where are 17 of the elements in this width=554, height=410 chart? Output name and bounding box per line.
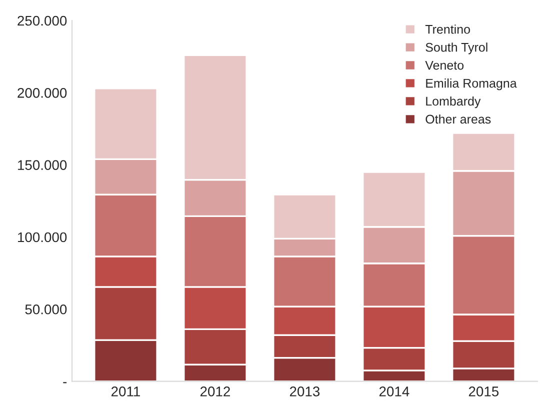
legend-label: Lombardy [426,96,481,108]
x-tick-label: 2012 [200,386,230,396]
y-tick-label: 250.000 [18,16,67,26]
x-tick-label: 2011 [111,386,140,396]
legend-label: Emilia Romagna [426,78,517,90]
y-tick-label: 200.000 [18,88,67,98]
legend-label: Trentino [425,24,470,34]
y-tick-label: 100.000 [18,232,67,242]
legend-label: Other areas [426,114,491,124]
legend-label: Veneto [425,60,464,70]
legend-label: South Tyrol [426,42,488,54]
x-tick-label: 2015 [468,386,499,396]
y-tick-label: 50.000 [25,304,67,314]
y-tick-label: 150.000 [18,160,67,170]
y-tick-label: - [63,382,67,384]
x-tick-label: 2013 [290,386,320,396]
x-tick-label: 2014 [379,386,410,396]
